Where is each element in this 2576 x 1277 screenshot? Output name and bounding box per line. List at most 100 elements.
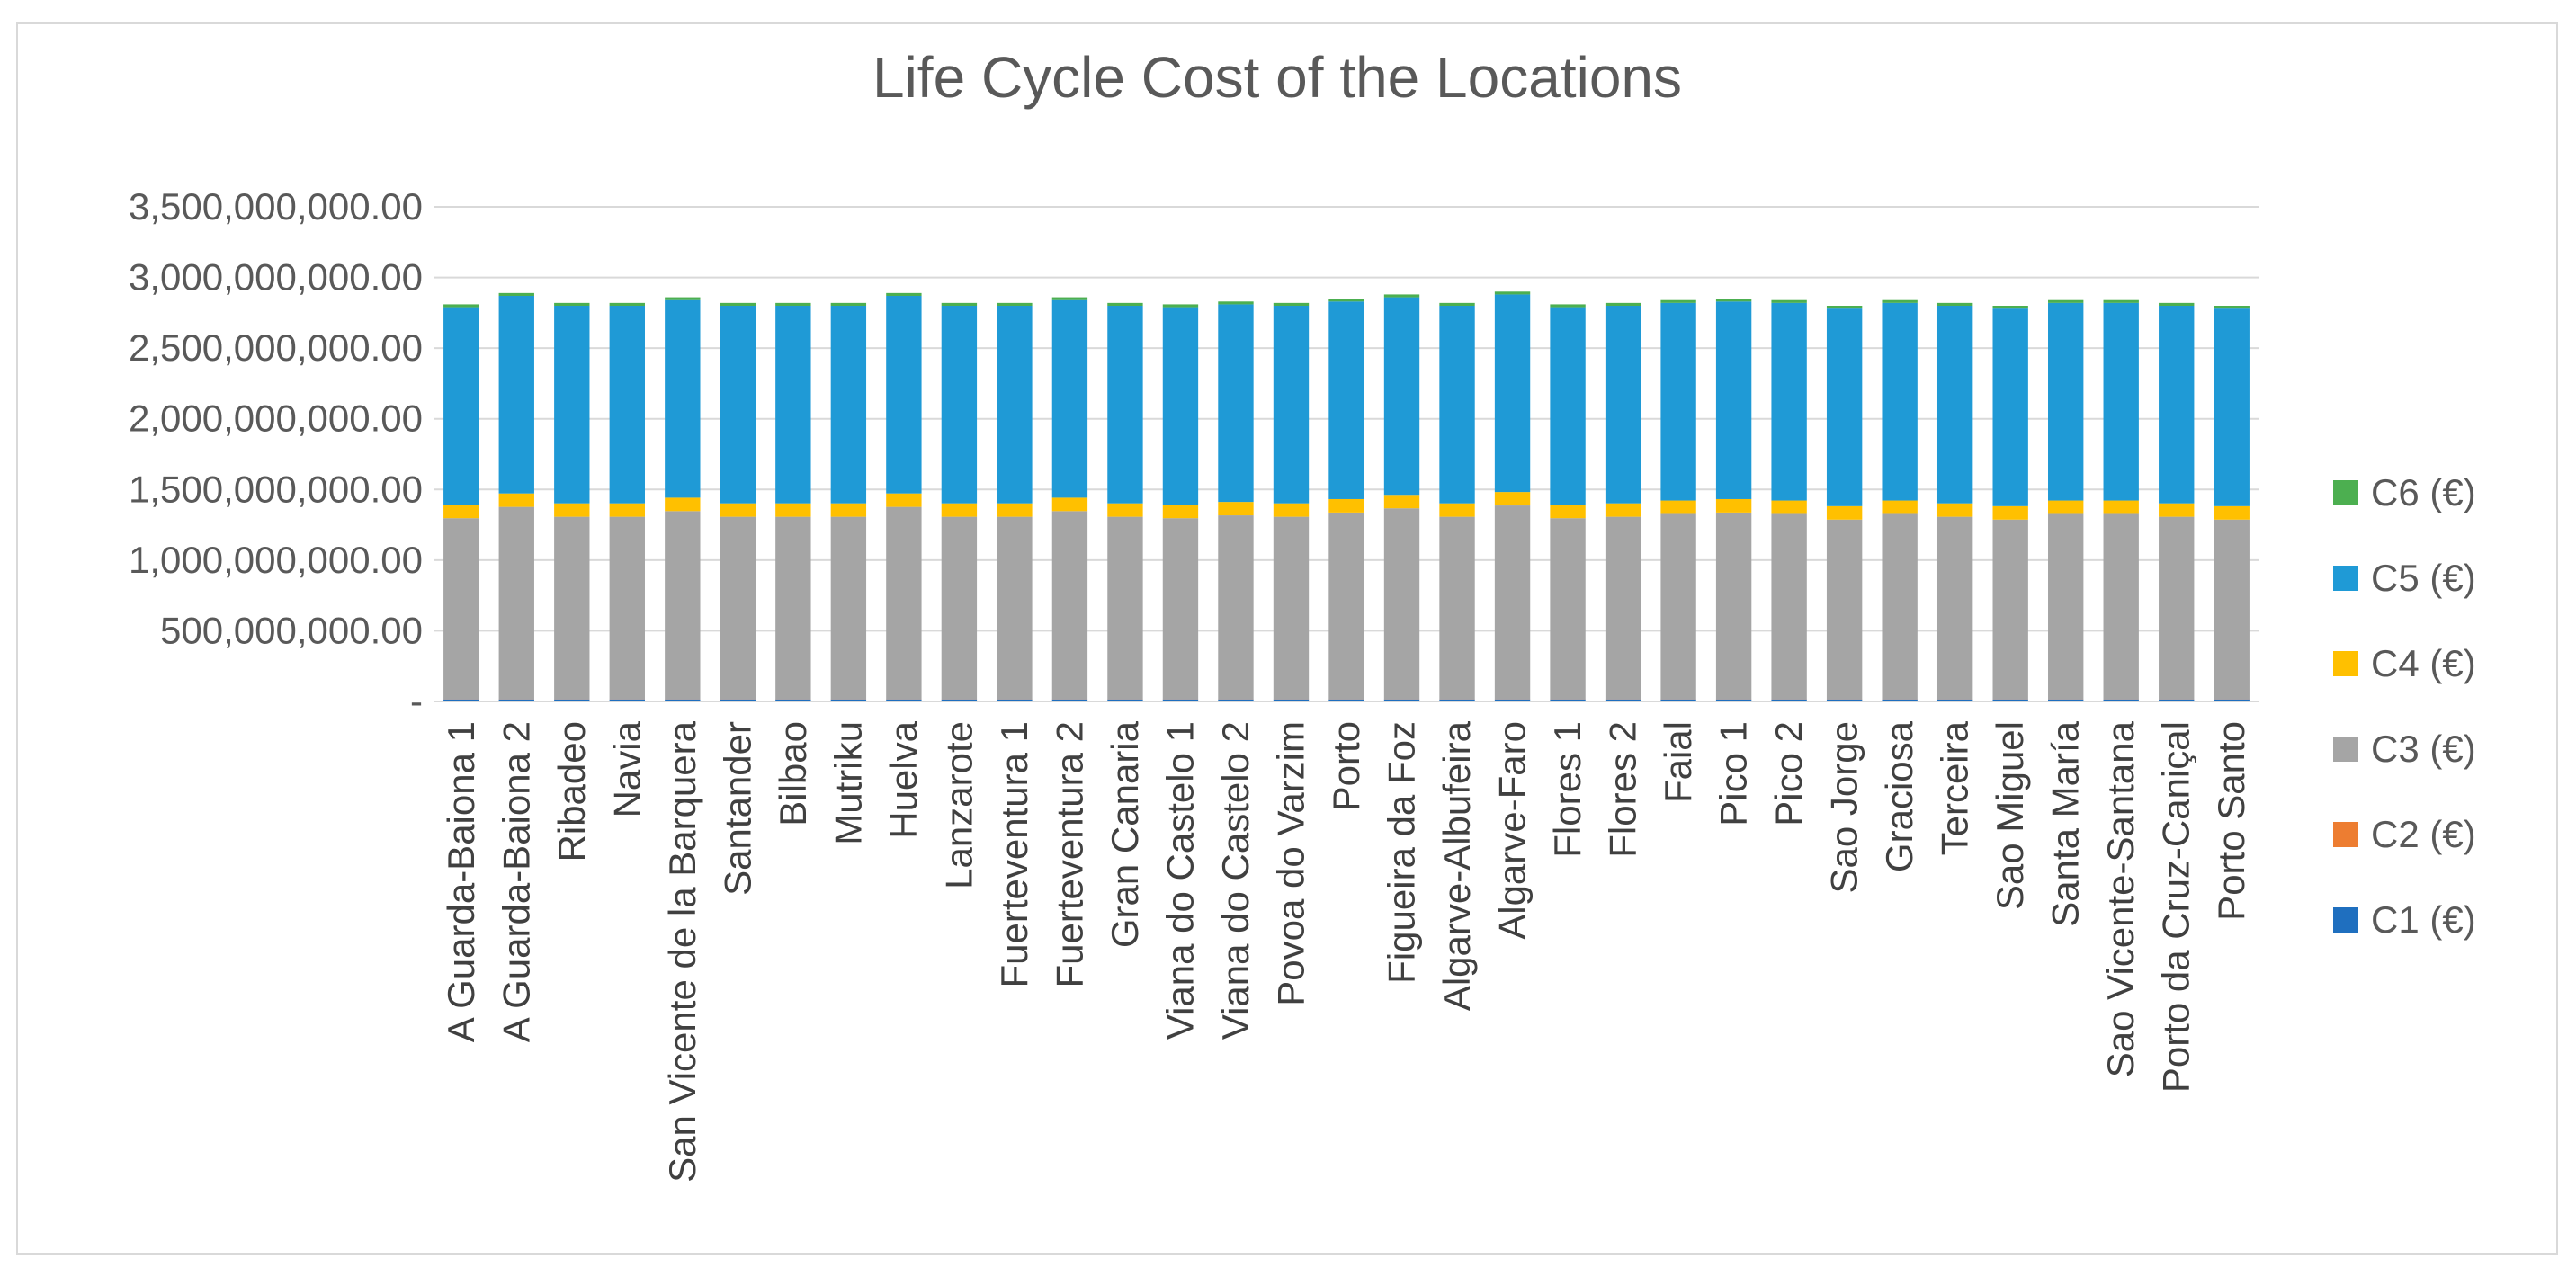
bar-segment xyxy=(2214,519,2250,700)
bar-segment xyxy=(554,699,590,701)
bar-stack xyxy=(665,297,701,701)
bar-segment xyxy=(941,302,978,306)
bar-segment xyxy=(1550,699,1586,701)
bar-segment xyxy=(720,503,756,517)
bar-segment xyxy=(1162,505,1199,519)
bar-segment xyxy=(1826,699,1863,701)
bar-segment xyxy=(1051,497,1088,512)
bar-segment xyxy=(498,506,534,700)
x-tick-label: Navia xyxy=(605,720,648,817)
bar-stack xyxy=(443,304,479,701)
bar-segment xyxy=(1660,699,1696,701)
legend-label: C6 (€) xyxy=(2371,471,2476,513)
bar-segment xyxy=(1936,699,1973,701)
bar-stack xyxy=(1936,302,1973,701)
chart-title: Life Cycle Cost of the Locations xyxy=(872,45,1682,110)
bar-stack xyxy=(830,302,867,701)
legend: C6 (€) C5 (€) C4 (€) C3 (€) C2 (€) C1 (€) xyxy=(2333,471,2476,941)
bar-segment xyxy=(997,306,1033,504)
bar-segment xyxy=(941,516,978,700)
bar-segment xyxy=(1660,513,1696,700)
legend-label: C5 (€) xyxy=(2371,557,2476,599)
legend-label: C1 (€) xyxy=(2371,898,2476,941)
bar-segment xyxy=(665,297,701,300)
bar-segment xyxy=(443,307,479,505)
bar-stack xyxy=(997,302,1033,701)
bar-segment xyxy=(443,518,479,700)
bar-segment xyxy=(2103,299,2139,303)
bar-segment xyxy=(2103,699,2139,701)
bar-segment xyxy=(1273,699,1310,701)
x-tick-label: Algarve-Albufeira xyxy=(1436,720,1478,1011)
legend-label: C4 (€) xyxy=(2371,642,2476,684)
bar-segment xyxy=(830,503,867,517)
bar-segment xyxy=(2048,302,2084,501)
bar-stack xyxy=(886,292,922,701)
bar-segment xyxy=(1162,304,1199,308)
bar-segment xyxy=(1439,503,1475,517)
bar-stack xyxy=(775,302,811,701)
bar-segment xyxy=(609,503,645,517)
bar-segment xyxy=(830,516,867,700)
bar-segment xyxy=(1771,299,1807,303)
legend-item: C3 (€) xyxy=(2333,728,2476,770)
bar-segment xyxy=(997,503,1033,517)
bar-stack xyxy=(1660,299,1696,701)
bar-segment xyxy=(1383,297,1420,496)
bar-segment xyxy=(1605,302,1641,306)
legend-label: C3 (€) xyxy=(2371,728,2476,770)
x-tick-label: Mutriku xyxy=(827,721,869,845)
y-tick-label: 2,500,000,000.00 xyxy=(129,326,423,369)
bar-stack xyxy=(1494,291,1531,701)
x-tick-label: Porto da Cruz-Caniçal xyxy=(2155,721,2197,1093)
bar-stack xyxy=(1218,301,1254,701)
bar-segment xyxy=(775,699,811,701)
bar-segment xyxy=(1715,699,1752,701)
bar-segment xyxy=(1660,302,1696,501)
bar-stack xyxy=(1992,306,2028,701)
bar-segment xyxy=(997,302,1033,306)
bar-segment xyxy=(1051,699,1088,701)
bar-segment xyxy=(1660,299,1696,303)
bar-segment xyxy=(1992,306,2028,309)
bar-segment xyxy=(1383,294,1420,298)
bar-segment xyxy=(1605,516,1641,700)
x-tick-label: Pico 2 xyxy=(1767,721,1810,826)
legend-swatch xyxy=(2333,822,2358,847)
y-tick-label: - xyxy=(410,680,423,722)
bar-segment xyxy=(941,503,978,517)
bar-stack xyxy=(1051,297,1088,701)
bar-segment xyxy=(1273,516,1310,700)
bar-segment xyxy=(2214,308,2250,506)
x-tick-label: A Guarda-Baiona 1 xyxy=(440,721,482,1042)
y-tick-label: 1,000,000,000.00 xyxy=(129,539,423,581)
bar-stack xyxy=(1826,306,1863,701)
bar-segment xyxy=(1715,498,1752,513)
bar-segment xyxy=(1715,299,1752,302)
bar-segment xyxy=(665,511,701,700)
bar-stack xyxy=(1328,299,1364,701)
y-axis-ticks: - 500,000,000.00 1,000,000,000.00 1,500,000… xyxy=(129,185,423,722)
x-tick-label: Porto Santo xyxy=(2210,721,2252,921)
bar-segment xyxy=(1992,505,2028,520)
y-tick-label: 1,500,000,000.00 xyxy=(129,468,423,510)
bar-segment xyxy=(1550,307,1586,505)
bar-segment xyxy=(1936,306,1973,504)
bar-segment xyxy=(886,493,922,507)
bar-segment xyxy=(2103,513,2139,700)
bar-segment xyxy=(1328,299,1364,302)
x-tick-label: Sao Vicente-Santana xyxy=(2099,720,2142,1077)
bar-segment xyxy=(1550,518,1586,700)
bar-segment xyxy=(1494,505,1531,700)
bar-segment xyxy=(1273,306,1310,504)
bar-segment xyxy=(665,497,701,512)
bar-segment xyxy=(1273,302,1310,306)
bar-stack xyxy=(1383,294,1420,701)
bar-stack xyxy=(1162,304,1199,701)
x-axis-ticks: A Guarda-Baiona 1 A Guarda-Baiona 2 Ribade… xyxy=(440,720,2252,1183)
bar-segment xyxy=(1882,299,1918,303)
bar-segment xyxy=(1882,302,1918,501)
bar-segment xyxy=(1051,299,1088,498)
legend-swatch xyxy=(2333,737,2358,762)
bar-segment xyxy=(665,299,701,498)
